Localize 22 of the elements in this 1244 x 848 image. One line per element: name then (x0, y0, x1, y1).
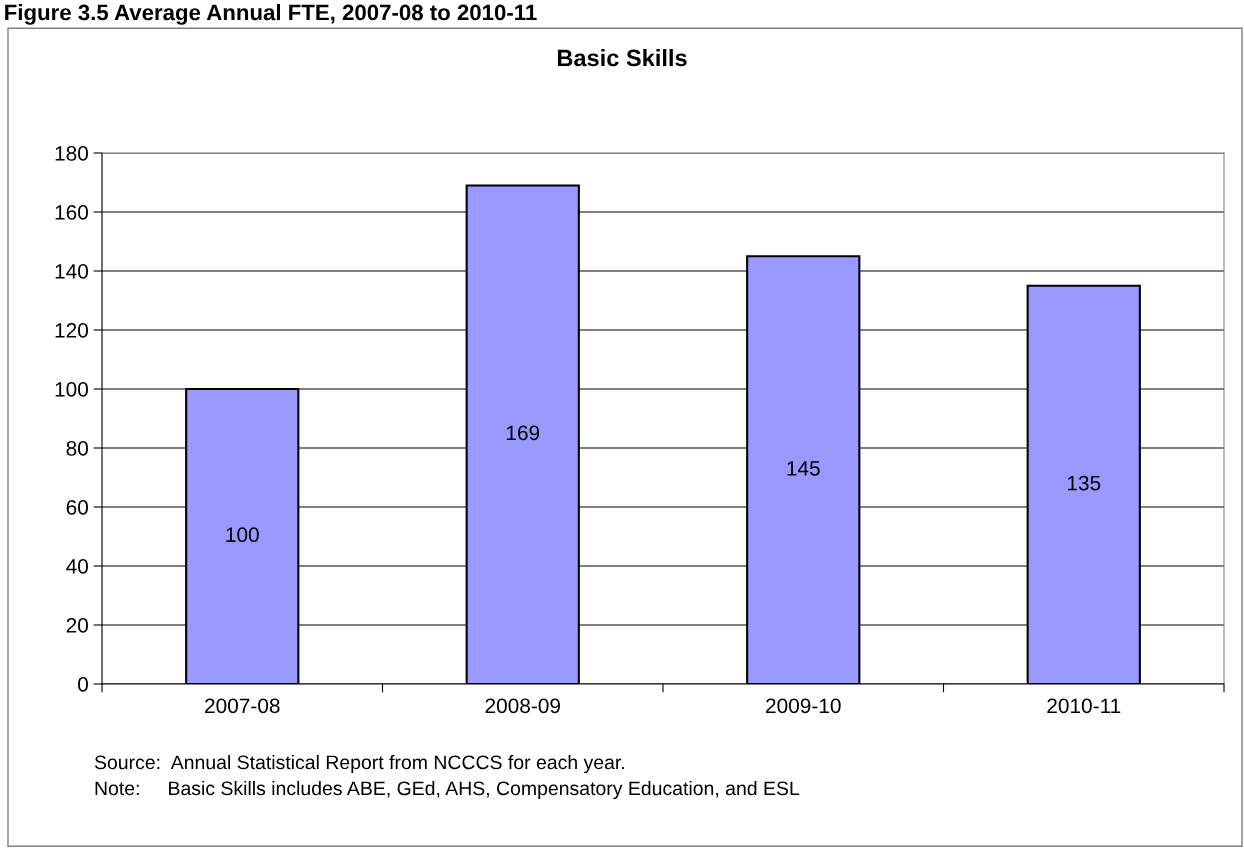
y-tick-label: 100 (55, 382, 88, 397)
y-tick-label: 40 (66, 559, 88, 574)
x-tick-label: 2009-10 (766, 698, 841, 714)
y-tick-label: 140 (55, 264, 88, 279)
y-tick-label: 180 (55, 146, 88, 161)
x-tick-label: 2007-08 (205, 698, 280, 714)
text: Note: Basic Skills includes ABE, GEd, AHS, Compensatory Education, and ESL (95, 780, 800, 800)
source-note: Source: Annual Statistical Report from NCCCS for each year. (94, 754, 624, 774)
data-label: 169 (506, 425, 540, 441)
y-tick-label: 120 (55, 323, 88, 338)
x-tick-label: 2008-09 (485, 698, 560, 714)
x-tick-label: 2010-11 (1047, 698, 1121, 714)
caption: Figure 3.5 Average Annual FTE, 2007-08 to 2010-11 (5, 4, 537, 25)
data-label: 145 (787, 461, 820, 476)
data-label: 100 (226, 527, 259, 543)
y-tick-label: 20 (66, 618, 88, 633)
y-tick-label: 0 (78, 677, 88, 692)
chart-title: Basic Skills (557, 49, 687, 67)
y-tick-label: 160 (55, 205, 88, 220)
y-tick-label: 80 (66, 441, 88, 456)
data-label: 135 (1067, 475, 1101, 491)
y-tick-label: 60 (66, 500, 88, 515)
